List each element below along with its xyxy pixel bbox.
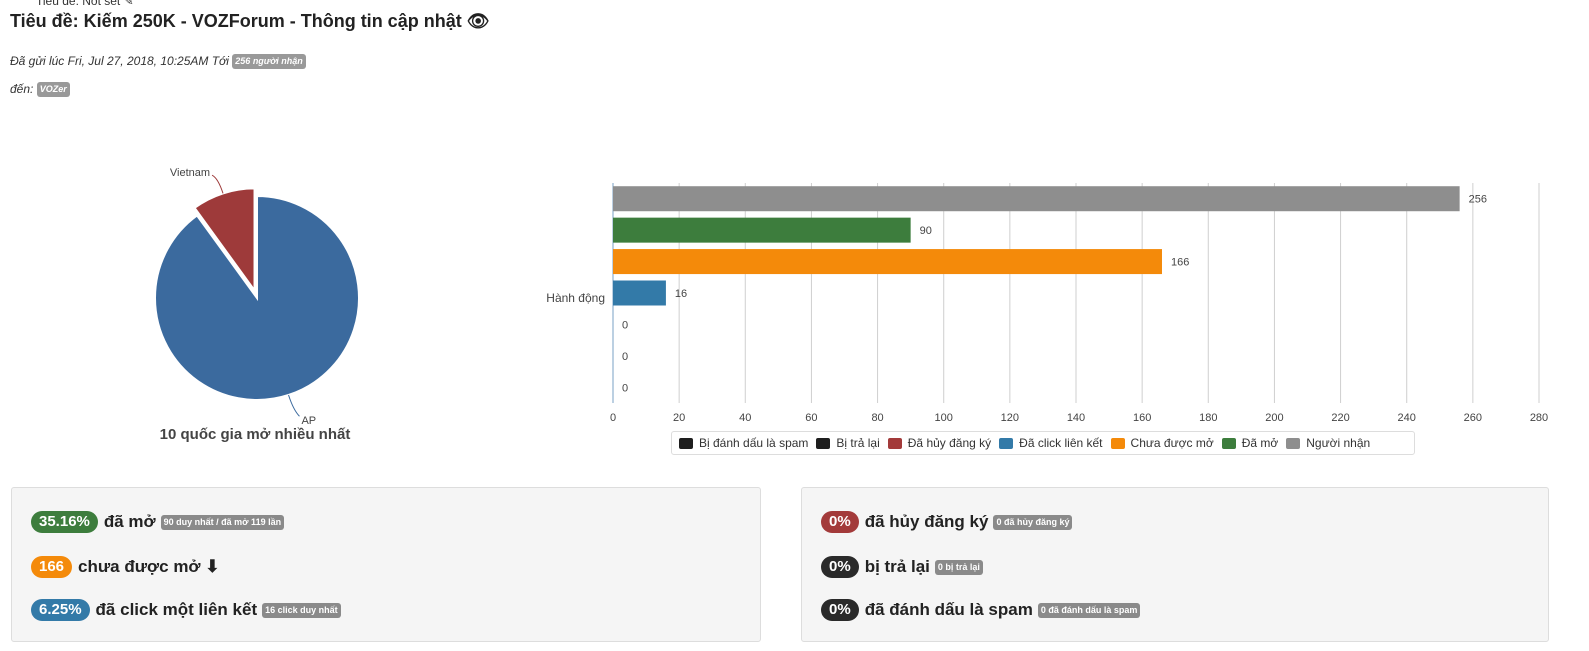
x-tick-label: 0 <box>610 412 616 424</box>
x-tick-label: 160 <box>1133 412 1151 424</box>
bar-value-label: 256 <box>1469 194 1487 206</box>
legend-item[interactable]: Đã mở <box>1221 436 1279 450</box>
legend-label: Đã hủy đăng ký <box>907 436 992 450</box>
x-tick-label: 40 <box>739 412 751 424</box>
stat-detail-badge: 16 click duy nhất <box>262 602 341 618</box>
x-tick-label: 180 <box>1199 412 1217 424</box>
to-text: đến: <box>10 82 34 96</box>
category-label: Hành động <box>546 291 605 305</box>
stat-text: đã đánh dấu là spam <box>864 600 1033 619</box>
legend-label: Bị trả lại <box>836 436 880 450</box>
pie-leader-line <box>288 394 300 417</box>
list-badge: VOZer <box>36 82 70 98</box>
x-tick-label: 240 <box>1398 412 1416 424</box>
recipients-badge: 256 người nhận <box>232 54 306 70</box>
stat-text: bị trả lại <box>864 557 930 576</box>
stat-row: 0% đã đánh dấu là spam 0 đã đánh dấu là sp… <box>821 598 1141 622</box>
legend-label: Chưa được mở <box>1130 436 1214 450</box>
legend-item[interactable]: Chưa được mở <box>1110 436 1214 450</box>
bar-đã-click-liên-kết[interactable] <box>613 280 666 306</box>
legend-item[interactable]: Bị đánh dấu là spam <box>679 436 808 450</box>
stat-text: đã hủy đăng ký <box>864 512 989 531</box>
subject-not-set[interactable]: Tiêu đề: Not set ✎ <box>36 0 134 8</box>
pie-label-ap: AP <box>301 415 316 427</box>
stat-text: đã click một liên kết <box>95 600 258 619</box>
legend-label: Đã mở <box>1241 436 1279 450</box>
bar-chưa-được-mở[interactable] <box>613 249 1162 275</box>
bar-người-nhận[interactable] <box>613 186 1460 212</box>
x-tick-label: 200 <box>1265 412 1283 424</box>
legend-swatch <box>1221 437 1236 449</box>
legend-item[interactable]: Đã click liên kết <box>999 436 1103 450</box>
stat-row: 0% bị trả lại 0 bị trả lại <box>821 555 983 579</box>
pie-caption: 10 quốc gia mở nhiều nhất <box>160 426 351 443</box>
sent-text: Đã gửi lúc Fri, Jul 27, 2018, 10:25AM Tớ… <box>10 54 229 68</box>
x-tick-label: 120 <box>1001 412 1019 424</box>
bar-value-label: 0 <box>622 319 628 331</box>
bar-value-label: 166 <box>1171 257 1189 269</box>
legend-swatch <box>1286 437 1301 449</box>
sent-info: Đã gửi lúc Fri, Jul 27, 2018, 10:25AM Tớ… <box>10 54 306 70</box>
chart-legend: Bị đánh dấu là spam Bị trả lại Đã hủy đăng… <box>671 431 1415 455</box>
bar-đã-mở[interactable] <box>613 217 911 243</box>
legend-label: Người nhận <box>1306 436 1371 450</box>
pie-slice-ap[interactable] <box>154 194 360 401</box>
x-tick-label: 220 <box>1331 412 1349 424</box>
stats-panel-left: 35.16% đã mở 90 duy nhất / đã mở 119 lần 16… <box>11 487 761 642</box>
stat-row: 166 chưa được mở ⬇︎ <box>31 555 225 579</box>
x-tick-label: 280 <box>1530 412 1548 424</box>
stat-row: 6.25% đã click một liên kết 16 click duy n… <box>31 598 341 622</box>
stat-text: đã mở <box>103 512 156 531</box>
stat-pill: 0% <box>821 599 859 621</box>
legend-item[interactable]: Bị trả lại <box>816 436 880 450</box>
x-tick-label: 80 <box>871 412 883 424</box>
pie-slice-vietnam[interactable] <box>193 187 256 294</box>
legend-item[interactable]: Đã hủy đăng ký <box>887 436 992 450</box>
stats-panel-right: 0% đã hủy đăng ký 0 đã hủy đăng ký 0% bị trả… <box>801 487 1549 642</box>
legend-swatch <box>679 437 693 449</box>
stat-text[interactable]: chưa được mở ⬇︎ <box>78 557 220 576</box>
legend-swatch <box>999 437 1014 449</box>
legend-item[interactable]: Người nhận <box>1286 436 1370 450</box>
stat-pill: 6.25% <box>31 599 90 621</box>
stat-detail-badge: 0 đã hủy đăng ký <box>993 514 1073 530</box>
stat-pill: 0% <box>821 556 859 578</box>
x-tick-label: 140 <box>1067 412 1085 424</box>
stat-detail-badge: 0 bị trả lại <box>934 559 983 575</box>
bar-value-label: 16 <box>675 288 687 300</box>
x-tick-label: 260 <box>1464 412 1482 424</box>
stat-pill: 166 <box>31 556 73 578</box>
stat-detail-badge: 90 duy nhất / đã mở 119 lần <box>160 514 285 530</box>
bar-value-label: 0 <box>622 351 628 363</box>
countries-pie-chart: AP Vietnam 10 quốc gia mở nhiều nhất <box>154 167 360 443</box>
x-tick-label: 20 <box>673 412 685 424</box>
legend-swatch <box>887 437 902 449</box>
legend-swatch <box>816 437 831 449</box>
x-tick-label: 100 <box>935 412 953 424</box>
legend-label: Bị đánh dấu là spam <box>699 436 809 450</box>
x-tick-label: 60 <box>805 412 817 424</box>
page-title: Tiêu đề: Kiếm 250K - VOZForum - Thông ti… <box>10 11 490 31</box>
bar-value-label: 90 <box>920 225 932 237</box>
bar-value-label: 0 <box>622 382 628 394</box>
stat-pill: 35.16% <box>31 511 98 533</box>
stat-row: 35.16% đã mở 90 duy nhất / đã mở 119 lần <box>31 510 285 534</box>
pie-leader-line <box>211 174 224 194</box>
to-info: đến: VOZer <box>10 82 70 98</box>
stat-row: 0% đã hủy đăng ký 0 đã hủy đăng ký <box>821 510 1073 534</box>
legend-swatch <box>1110 437 1125 449</box>
stat-detail-badge: 0 đã đánh dấu là spam <box>1037 602 1141 618</box>
pie-label-vietnam: Vietnam <box>170 167 210 179</box>
stat-pill: 0% <box>821 511 859 533</box>
legend-label: Đã click liên kết <box>1019 436 1103 450</box>
